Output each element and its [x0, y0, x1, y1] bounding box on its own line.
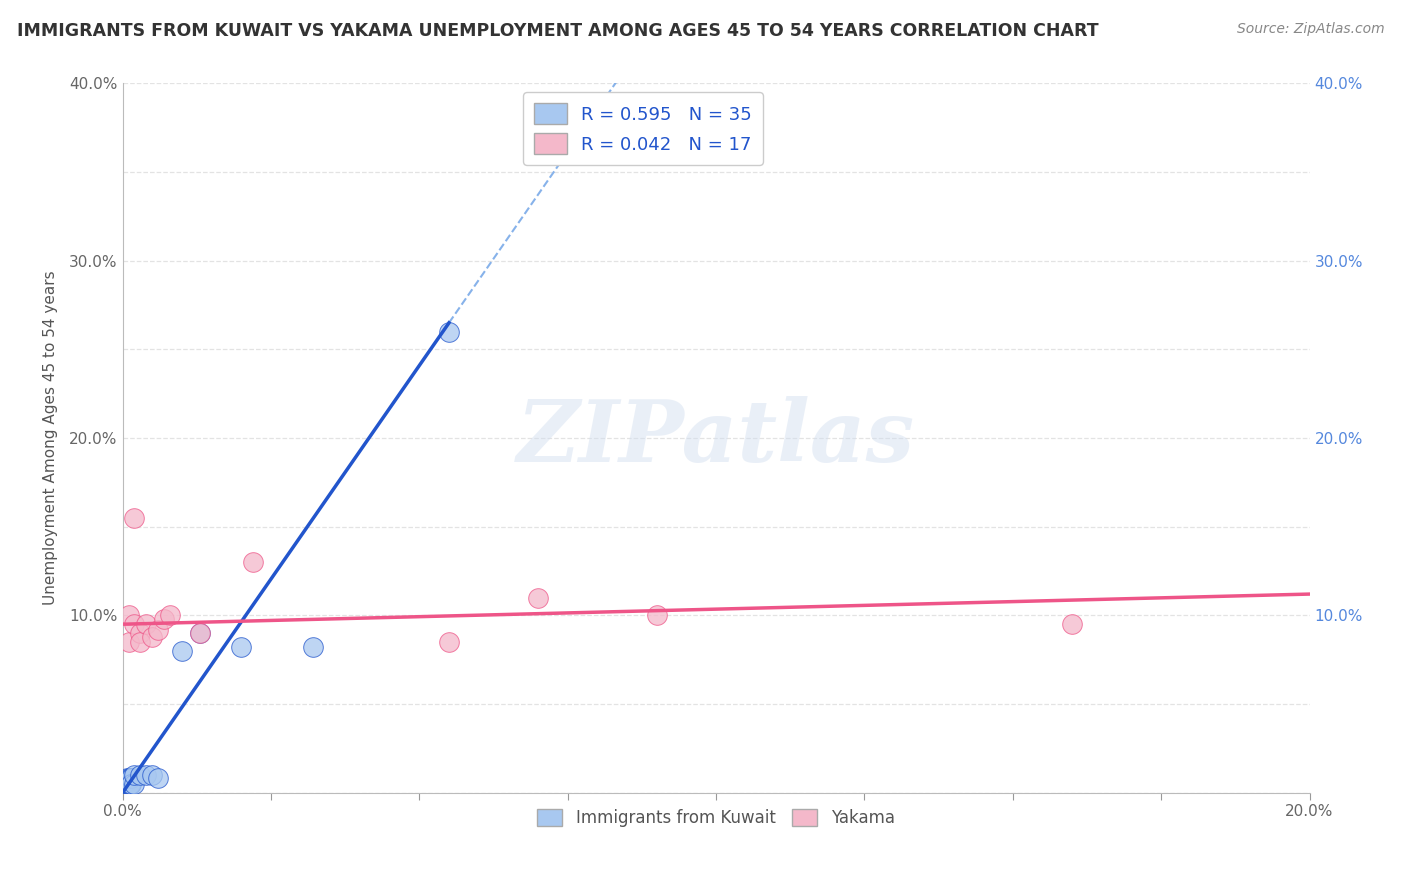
Point: [148, 623, 170, 637]
Point: [129, 626, 152, 640]
Point: [188, 626, 211, 640]
Point: [117, 777, 139, 791]
Point: [117, 777, 139, 791]
Point: [170, 644, 193, 658]
Point: [115, 777, 138, 791]
Text: ZIPatlas: ZIPatlas: [517, 396, 915, 480]
Y-axis label: Unemployment Among Ages 45 to 54 years: Unemployment Among Ages 45 to 54 years: [44, 271, 58, 606]
Point: [115, 777, 138, 791]
Point: [159, 608, 181, 623]
Text: Source: ZipAtlas.com: Source: ZipAtlas.com: [1237, 22, 1385, 37]
Point: [1062, 617, 1084, 632]
Point: [117, 772, 139, 786]
Legend: Immigrants from Kuwait, Yakama: Immigrants from Kuwait, Yakama: [531, 803, 901, 834]
Point: [115, 777, 138, 791]
Point: [188, 626, 211, 640]
Point: [231, 640, 253, 655]
Point: [645, 608, 668, 623]
Point: [121, 777, 143, 791]
Point: [135, 768, 157, 782]
Point: [117, 777, 139, 791]
Text: IMMIGRANTS FROM KUWAIT VS YAKAMA UNEMPLOYMENT AMONG AGES 45 TO 54 YEARS CORRELAT: IMMIGRANTS FROM KUWAIT VS YAKAMA UNEMPLO…: [17, 22, 1098, 40]
Point: [117, 777, 139, 791]
Point: [153, 612, 176, 626]
Point: [135, 617, 157, 632]
Point: [120, 777, 142, 791]
Point: [118, 777, 141, 791]
Point: [114, 777, 136, 791]
Point: [112, 777, 135, 791]
Point: [114, 777, 136, 791]
Point: [117, 772, 139, 786]
Point: [124, 511, 146, 525]
Point: [301, 640, 323, 655]
Point: [112, 777, 135, 791]
Point: [117, 635, 139, 649]
Point: [242, 555, 264, 569]
Point: [112, 777, 135, 791]
Point: [124, 777, 146, 791]
Point: [120, 772, 142, 786]
Point: [115, 777, 138, 791]
Point: [124, 617, 146, 632]
Point: [437, 635, 460, 649]
Point: [141, 630, 163, 644]
Point: [117, 608, 139, 623]
Point: [114, 777, 136, 791]
Point: [129, 768, 152, 782]
Point: [118, 772, 141, 786]
Point: [129, 635, 152, 649]
Point: [141, 768, 163, 782]
Point: [112, 777, 135, 791]
Point: [114, 777, 136, 791]
Point: [527, 591, 550, 605]
Point: [124, 768, 146, 782]
Point: [148, 772, 170, 786]
Point: [437, 325, 460, 339]
Point: [114, 777, 136, 791]
